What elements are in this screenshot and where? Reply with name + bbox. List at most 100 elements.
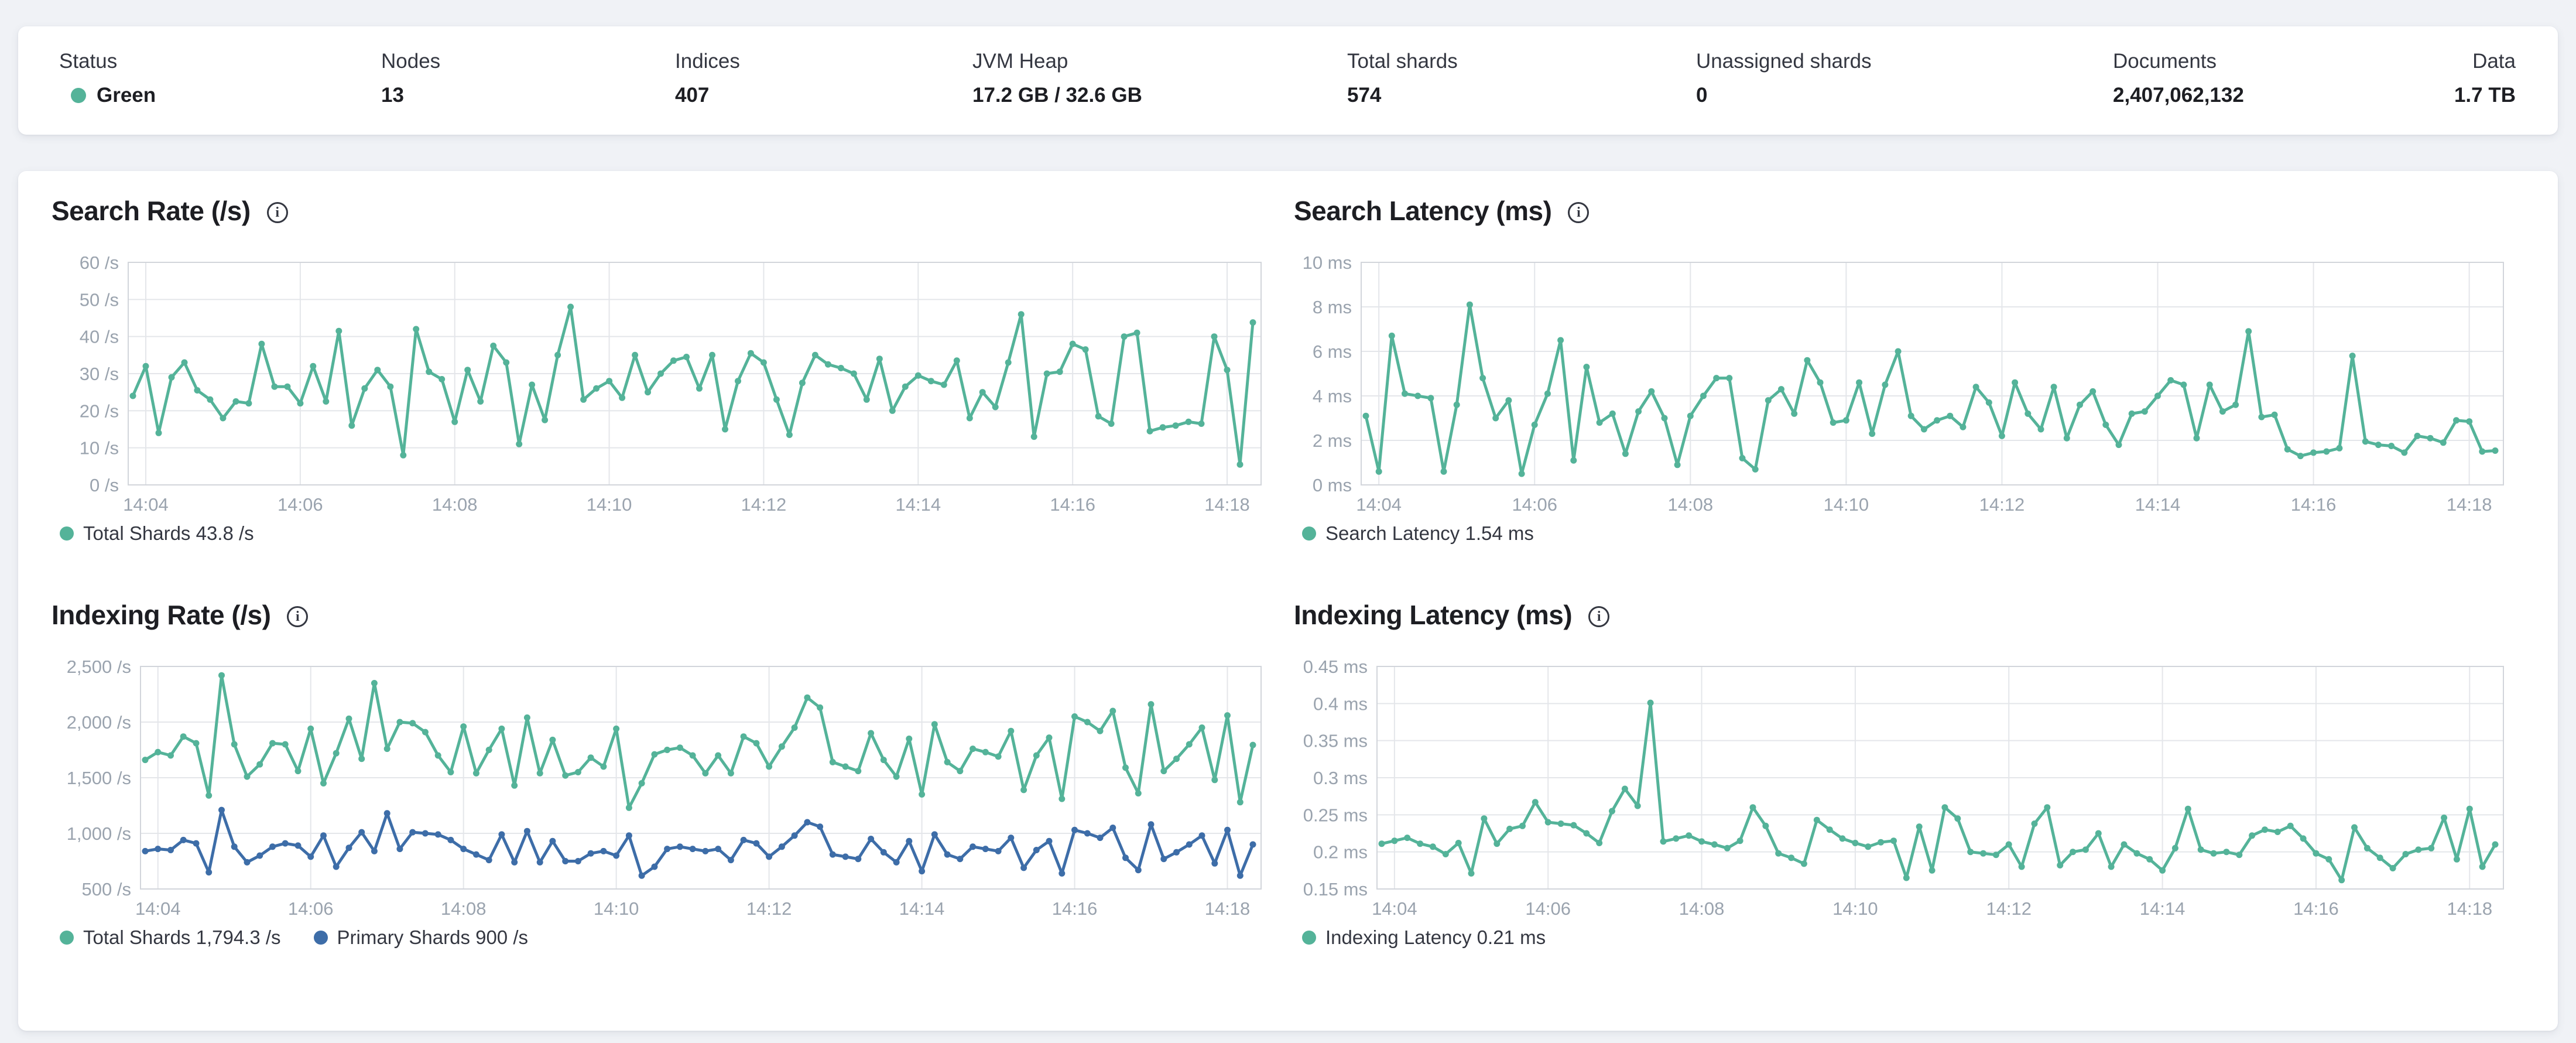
metric-total-shards-value: 574	[1347, 84, 1382, 107]
svg-text:2,000 /s: 2,000 /s	[67, 712, 131, 733]
legend-dot-icon	[60, 931, 74, 945]
svg-text:14:06: 14:06	[1525, 898, 1571, 919]
svg-text:14:06: 14:06	[1512, 494, 1557, 515]
info-icon[interactable]: i	[1568, 202, 1590, 223]
svg-text:14:08: 14:08	[1668, 494, 1714, 515]
svg-text:14:04: 14:04	[135, 898, 181, 919]
svg-text:0.15 ms: 0.15 ms	[1303, 879, 1368, 900]
svg-text:20 /s: 20 /s	[80, 401, 119, 421]
metric-jvm-heap-value: 17.2 GB / 32.6 GB	[972, 84, 1142, 107]
legend-label: Search Latency 1.54 ms	[1325, 522, 1534, 544]
svg-text:14:08: 14:08	[432, 494, 478, 515]
legend-item-primary-shards[interactable]: Primary Shards 900 /s	[313, 926, 529, 949]
svg-text:2,500 /s: 2,500 /s	[67, 661, 131, 677]
status-health-text: Green	[97, 84, 156, 107]
svg-text:0.35 ms: 0.35 ms	[1303, 731, 1368, 751]
svg-text:14:14: 14:14	[896, 494, 941, 515]
legend-dot-icon	[1302, 526, 1316, 541]
chart-indexing-latency-plot[interactable]: 0.45 ms 0.4 ms 0.35 ms 0.3 ms 0.25 ms 0.2 ms 0…	[1294, 661, 2517, 923]
chart-indexing-latency-header: Indexing Latency (ms) i	[1294, 599, 2517, 631]
info-icon[interactable]: i	[266, 202, 288, 223]
svg-text:14:12: 14:12	[741, 494, 787, 515]
svg-text:0 ms: 0 ms	[1313, 475, 1352, 495]
legend-item-total-shards[interactable]: Total Shards 1,794.3 /s	[60, 926, 281, 949]
svg-text:14:10: 14:10	[587, 494, 632, 515]
legend-item-search-latency[interactable]: Search Latency 1.54 ms	[1302, 522, 1534, 545]
chart-search-latency-title: Search Latency (ms)	[1294, 196, 1552, 226]
svg-text:30 /s: 30 /s	[80, 364, 119, 384]
svg-text:14:10: 14:10	[594, 898, 639, 919]
metric-jvm-heap-label: JVM Heap	[972, 50, 1068, 73]
svg-text:1,500 /s: 1,500 /s	[67, 768, 131, 788]
svg-text:0.2 ms: 0.2 ms	[1313, 842, 1368, 863]
svg-text:500 /s: 500 /s	[82, 879, 131, 900]
chart-search-rate-plot[interactable]: 60 /s 50 /s 40 /s 30 /s 20 /s 10 /s 0 /s14:04 1…	[52, 257, 1275, 519]
svg-text:14:04: 14:04	[1372, 898, 1417, 919]
chart-search-rate: Search Rate (/s) i 60 /s 50 /s 40 /s 30 /s 2…	[52, 194, 1275, 545]
metric-total-shards-label: Total shards	[1347, 50, 1458, 73]
chart-search-latency: Search Latency (ms) i 10 ms 8 ms 6 ms 4 ms 2…	[1294, 194, 2517, 545]
svg-text:10 ms: 10 ms	[1303, 257, 1352, 273]
info-icon[interactable]: i	[287, 606, 309, 627]
svg-text:14:06: 14:06	[288, 898, 334, 919]
charts-panel: Search Rate (/s) i 60 /s 50 /s 40 /s 30 /s 2…	[18, 171, 2558, 1031]
legend-label: Indexing Latency 0.21 ms	[1325, 926, 1546, 948]
chart-indexing-rate-header: Indexing Rate (/s) i	[52, 599, 1275, 631]
legend-item-indexing-latency[interactable]: Indexing Latency 0.21 ms	[1302, 926, 1546, 949]
legend-dot-icon	[313, 931, 328, 945]
svg-text:14:08: 14:08	[1679, 898, 1725, 919]
svg-text:14:12: 14:12	[1979, 494, 2025, 515]
svg-text:0.4 ms: 0.4 ms	[1313, 693, 1368, 714]
svg-text:14:06: 14:06	[278, 494, 323, 515]
svg-text:14:18: 14:18	[1205, 898, 1251, 919]
svg-text:4 ms: 4 ms	[1313, 386, 1352, 406]
svg-text:0 /s: 0 /s	[90, 475, 119, 495]
status-health-dot-icon	[71, 88, 86, 103]
metric-documents-label: Documents	[2113, 50, 2217, 73]
svg-text:14:12: 14:12	[1986, 898, 2032, 919]
svg-text:0.45 ms: 0.45 ms	[1303, 661, 1368, 677]
svg-text:14:12: 14:12	[746, 898, 792, 919]
chart-search-latency-header: Search Latency (ms) i	[1294, 194, 2517, 227]
svg-text:14:08: 14:08	[441, 898, 487, 919]
svg-text:14:10: 14:10	[1832, 898, 1878, 919]
svg-text:14:16: 14:16	[1050, 494, 1095, 515]
metric-nodes-value: 13	[381, 84, 404, 107]
metric-unassigned-shards-value: 0	[1696, 84, 1708, 107]
legend-label: Total Shards 1,794.3 /s	[83, 926, 281, 948]
legend-dot-icon	[60, 526, 74, 541]
metric-data-label: Data	[2472, 50, 2516, 73]
legend-label: Total Shards 43.8 /s	[83, 522, 254, 544]
chart-indexing-rate: Indexing Rate (/s) i 2,500 /s 2,000 /s 1,5…	[52, 599, 1275, 949]
chart-indexing-rate-title: Indexing Rate (/s)	[52, 600, 271, 630]
svg-text:40 /s: 40 /s	[80, 327, 119, 347]
svg-text:14:16: 14:16	[2293, 898, 2339, 919]
chart-indexing-rate-legend: Total Shards 1,794.3 /s Primary Shards 9…	[52, 926, 1275, 949]
chart-search-rate-legend: Total Shards 43.8 /s	[52, 522, 1275, 545]
metric-data-value: 1.7 TB	[2454, 84, 2516, 107]
svg-text:1,000 /s: 1,000 /s	[67, 823, 131, 844]
svg-text:14:18: 14:18	[2447, 494, 2492, 515]
chart-search-rate-title: Search Rate (/s)	[52, 196, 251, 226]
chart-indexing-latency: Indexing Latency (ms) i 0.45 ms 0.4 ms 0.3…	[1294, 599, 2517, 949]
chart-indexing-latency-title: Indexing Latency (ms)	[1294, 600, 1573, 630]
chart-search-rate-header: Search Rate (/s) i	[52, 194, 1275, 227]
metric-status-value: Green	[59, 84, 156, 107]
svg-text:14:04: 14:04	[1356, 494, 1402, 515]
metric-indices-label: Indices	[675, 50, 740, 73]
metric-indices-value: 407	[675, 84, 710, 107]
chart-indexing-latency-legend: Indexing Latency 0.21 ms	[1294, 926, 2517, 949]
legend-label: Primary Shards 900 /s	[337, 926, 529, 948]
metric-nodes-label: Nodes	[381, 50, 441, 73]
legend-item-total-shards[interactable]: Total Shards 43.8 /s	[60, 522, 254, 545]
svg-text:14:16: 14:16	[2291, 494, 2337, 515]
svg-text:50 /s: 50 /s	[80, 289, 119, 310]
info-icon[interactable]: i	[1588, 606, 1610, 627]
svg-text:6 ms: 6 ms	[1313, 341, 1352, 362]
metric-documents-value: 2,407,062,132	[2113, 84, 2244, 107]
metric-unassigned-shards-label: Unassigned shards	[1696, 50, 1872, 73]
svg-text:14:18: 14:18	[1204, 494, 1250, 515]
svg-text:14:18: 14:18	[2447, 898, 2492, 919]
